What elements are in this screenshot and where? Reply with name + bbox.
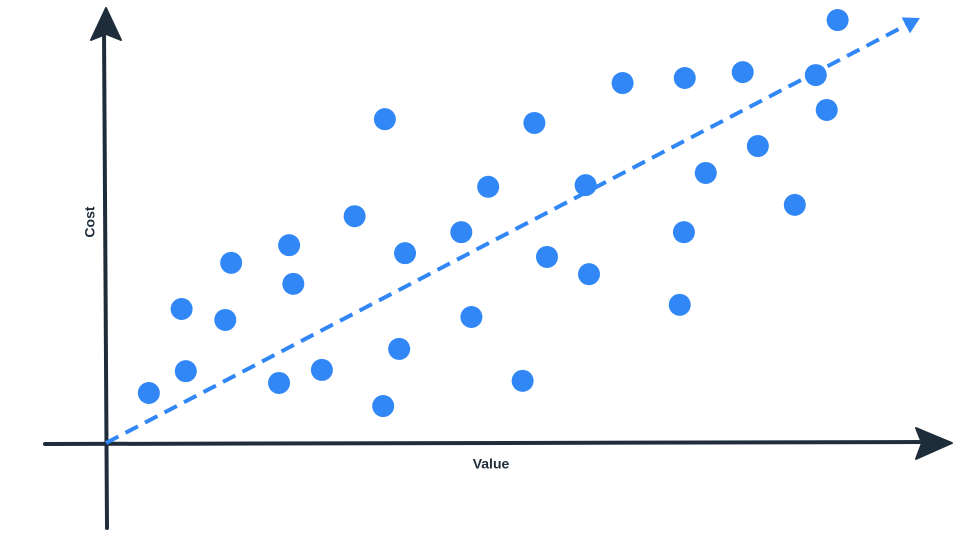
- point: [826, 9, 849, 32]
- point: [214, 308, 237, 331]
- point: [673, 67, 696, 90]
- point: [278, 234, 301, 257]
- point: [372, 395, 395, 418]
- point: [310, 358, 333, 381]
- point: [388, 337, 411, 360]
- point: [282, 272, 305, 295]
- point: [611, 72, 634, 95]
- point: [137, 382, 160, 405]
- trend-line: [105, 23, 907, 445]
- y-axis-label: Cost: [82, 206, 98, 237]
- x-axis: [43, 440, 932, 446]
- point: [450, 221, 473, 244]
- point: [815, 98, 838, 121]
- point: [804, 64, 827, 87]
- point: [170, 298, 193, 321]
- point: [523, 111, 546, 134]
- point: [672, 221, 695, 244]
- point: [783, 193, 806, 216]
- x-axis-arrow: [915, 427, 953, 460]
- point: [174, 360, 197, 383]
- point: [731, 61, 754, 84]
- point: [268, 371, 291, 394]
- point: [343, 205, 366, 228]
- trend-line-arrow: [901, 17, 920, 34]
- axes: [43, 7, 953, 530]
- point: [668, 293, 691, 316]
- point: [578, 263, 600, 286]
- point: [746, 135, 769, 158]
- x-axis-label: Value: [473, 456, 510, 472]
- point: [574, 174, 597, 197]
- point: [220, 251, 243, 274]
- y-axis-arrow: [90, 7, 122, 41]
- point: [460, 306, 483, 328]
- point: [373, 108, 396, 131]
- point: [536, 245, 558, 268]
- point: [694, 161, 717, 184]
- point: [511, 369, 534, 392]
- point: [477, 175, 500, 198]
- y-axis: [102, 28, 109, 530]
- point: [394, 242, 417, 265]
